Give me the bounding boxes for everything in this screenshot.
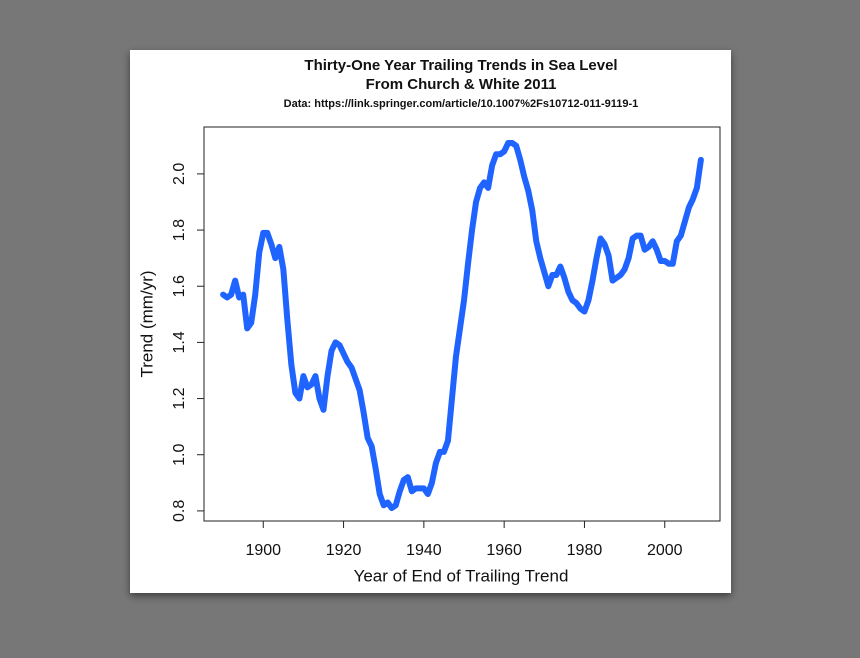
chart-title: Thirty-One Year Trailing Trends in Sea L…: [304, 57, 617, 74]
y-tick-label: 1.8: [171, 219, 188, 241]
card: [130, 50, 731, 593]
chart-subtitle: From Church & White 2011: [366, 76, 557, 93]
plot-frame: [203, 126, 721, 522]
source-note: Data: https://link.springer.com/article/…: [284, 98, 639, 110]
x-axis-label: Year of End of Trailing Trend: [354, 566, 569, 585]
y-tick-label: 1.4: [171, 331, 188, 353]
y-tick-label: 1.6: [171, 275, 188, 297]
trend-line: [220, 140, 704, 512]
x-tick-label: 1900: [245, 542, 281, 559]
x-tick-label: 1960: [486, 542, 522, 559]
y-tick-label: 2.0: [171, 163, 188, 185]
x-tick-label: 1980: [567, 542, 603, 559]
y-tick-label: 1.0: [171, 444, 188, 466]
y-tick-label: 1.2: [171, 387, 188, 409]
x-tick-label: 2000: [647, 542, 683, 559]
y-tick-label: 0.8: [171, 500, 188, 522]
x-tick-label: 1920: [326, 542, 362, 559]
y-axis-label: Trend (mm/yr): [137, 270, 156, 377]
x-tick-label: 1940: [406, 542, 442, 559]
